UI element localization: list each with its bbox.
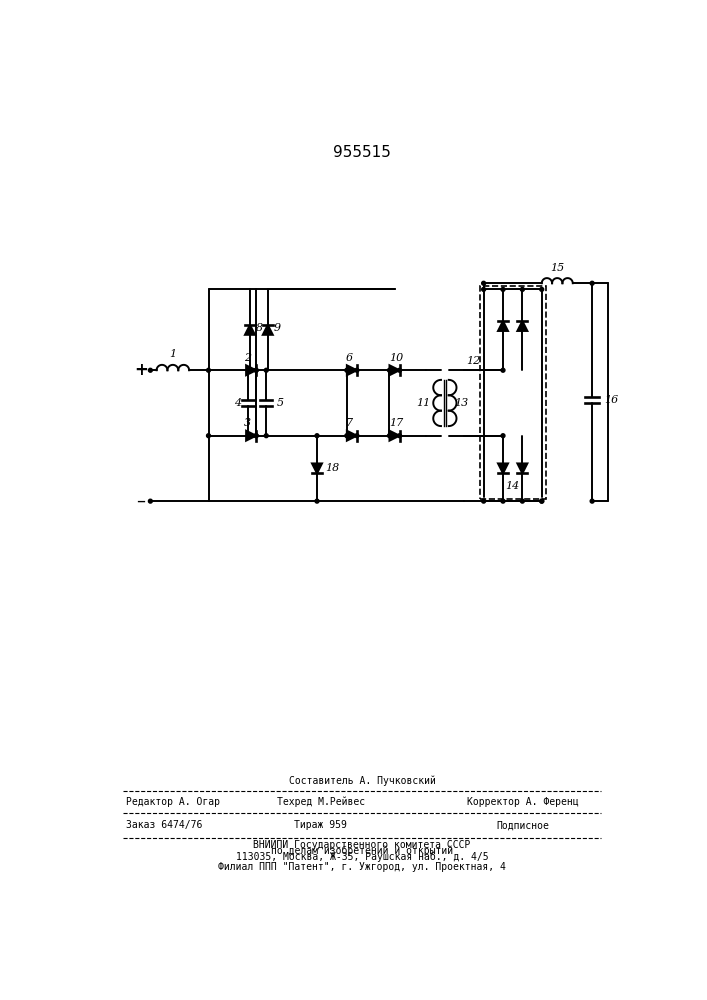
Text: 4: 4 <box>233 398 240 408</box>
Text: Составитель А. Пучковский: Составитель А. Пучковский <box>288 775 436 786</box>
Circle shape <box>387 368 392 372</box>
Text: Корректор А. Ференц: Корректор А. Ференц <box>467 797 578 807</box>
Text: 14: 14 <box>506 481 520 491</box>
Text: 2: 2 <box>244 353 251 363</box>
Circle shape <box>315 499 319 503</box>
Circle shape <box>397 434 402 438</box>
Circle shape <box>590 281 594 285</box>
Circle shape <box>264 434 268 438</box>
Circle shape <box>247 368 250 372</box>
Circle shape <box>315 434 319 438</box>
Polygon shape <box>390 365 399 375</box>
Circle shape <box>255 368 258 372</box>
Text: 12: 12 <box>467 356 481 366</box>
Circle shape <box>255 434 258 438</box>
Circle shape <box>520 287 525 291</box>
Circle shape <box>590 499 594 503</box>
Circle shape <box>206 434 211 438</box>
Polygon shape <box>498 321 508 331</box>
Text: 10: 10 <box>390 353 404 363</box>
Circle shape <box>206 368 211 372</box>
Circle shape <box>481 281 486 285</box>
Circle shape <box>247 434 250 438</box>
Text: Заказ 6474/76: Заказ 6474/76 <box>126 820 202 830</box>
Polygon shape <box>263 325 273 335</box>
Circle shape <box>481 287 486 291</box>
Text: Техред М.Рейвес: Техред М.Рейвес <box>277 797 365 807</box>
Circle shape <box>501 287 505 291</box>
Text: Редактор А. Огар: Редактор А. Огар <box>126 797 220 807</box>
Polygon shape <box>518 463 527 473</box>
Circle shape <box>355 368 359 372</box>
Text: Тираж 959: Тираж 959 <box>294 820 347 830</box>
Circle shape <box>520 499 525 503</box>
Text: 7: 7 <box>346 418 353 428</box>
Text: 15: 15 <box>550 263 564 273</box>
Text: ВНИИПИ Государственного комитета СССР: ВНИИПИ Государственного комитета СССР <box>253 840 471 850</box>
Circle shape <box>501 368 505 372</box>
Text: 16: 16 <box>604 395 618 405</box>
Text: 13: 13 <box>454 398 469 408</box>
Circle shape <box>264 368 268 372</box>
Text: 1: 1 <box>169 349 177 359</box>
Circle shape <box>397 368 402 372</box>
Bar <box>480 286 546 499</box>
Circle shape <box>540 499 544 503</box>
Text: 17: 17 <box>390 418 404 428</box>
Text: 18: 18 <box>325 463 339 473</box>
Polygon shape <box>347 365 357 375</box>
Circle shape <box>355 434 359 438</box>
Circle shape <box>501 434 505 438</box>
Circle shape <box>255 434 258 438</box>
Circle shape <box>387 434 392 438</box>
Text: 8: 8 <box>256 323 263 333</box>
Circle shape <box>501 499 505 503</box>
Circle shape <box>540 499 544 503</box>
Text: 955515: 955515 <box>333 145 391 160</box>
Text: Филиал ППП "Патент", г. Ужгород, ул. Проектная, 4: Филиал ППП "Патент", г. Ужгород, ул. Про… <box>218 862 506 872</box>
Polygon shape <box>518 321 527 331</box>
Polygon shape <box>390 431 399 441</box>
Text: 113035, Москва, Ж-35, Раушская наб., д. 4/5: 113035, Москва, Ж-35, Раушская наб., д. … <box>235 852 489 862</box>
Text: 11: 11 <box>416 398 431 408</box>
Text: 6: 6 <box>346 353 353 363</box>
Circle shape <box>481 499 486 503</box>
Text: +: + <box>134 361 148 379</box>
Text: Подписное: Подписное <box>496 820 549 830</box>
Text: –: – <box>136 492 146 510</box>
Circle shape <box>345 434 349 438</box>
Text: 3: 3 <box>244 418 251 428</box>
Circle shape <box>148 368 152 372</box>
Polygon shape <box>347 431 357 441</box>
Polygon shape <box>246 365 256 375</box>
Circle shape <box>345 368 349 372</box>
Text: 9: 9 <box>274 323 281 333</box>
Circle shape <box>255 368 258 372</box>
Polygon shape <box>312 463 322 473</box>
Circle shape <box>540 287 544 291</box>
Polygon shape <box>245 325 255 335</box>
Polygon shape <box>246 431 256 441</box>
Text: по делам изобретений и открытий: по делам изобретений и открытий <box>271 845 453 856</box>
Polygon shape <box>498 463 508 473</box>
Circle shape <box>148 499 152 503</box>
Text: 5: 5 <box>276 398 284 408</box>
